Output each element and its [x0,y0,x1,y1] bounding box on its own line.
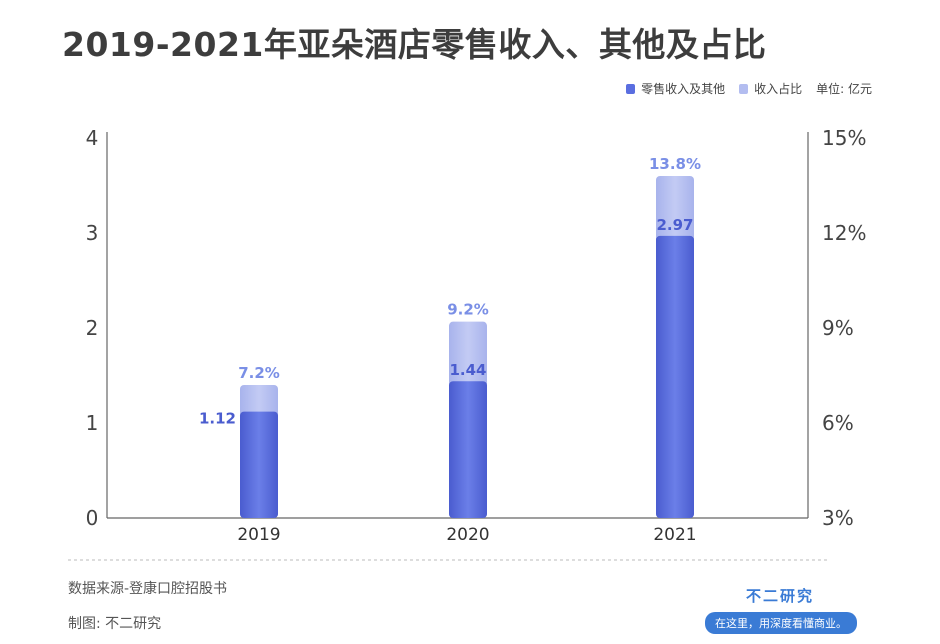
left-tick-label: 0 [86,506,99,530]
brand-slogan: 在这里，用深度看懂商业。 [705,612,857,634]
bar-revenue-2019 [240,411,278,518]
x-tick-label: 2019 [237,525,280,545]
right-tick-label: 15% [822,126,866,150]
brand-name: 不二研究 [745,587,814,605]
legend-item-revenue: 零售收入及其他 [626,80,725,97]
data-source: 数据来源-登康口腔招股书 [68,581,228,597]
legend-swatch-revenue [626,83,636,94]
right-tick-label: 3% [822,506,854,530]
x-tick-label: 2021 [653,525,696,545]
right-tick-label: 9% [822,316,854,340]
chart-title: 2019-2021年亚朵酒店零售收入、其他及占比 [62,25,767,64]
legend-item-share: 收入占比 [739,80,802,97]
legend-swatch-share [739,83,749,94]
bar-revenue-2021 [656,235,694,518]
legend-unit: 单位: 亿元 [816,80,872,97]
revenue-value-label: 1.12 [199,410,236,428]
unit-label: 单位: 亿元 [816,82,872,96]
legend-label-share: 收入占比 [754,82,803,96]
share-value-label: 13.8% [649,155,701,173]
left-tick-label: 4 [86,126,99,150]
revenue-value-label: 1.44 [449,361,486,379]
revenue-value-label: 2.97 [656,216,693,234]
legend: 零售收入及其他 收入占比 单位: 亿元 [612,80,872,97]
brand-block: 不二研究 在这里，用深度看懂商业。 [705,585,857,634]
legend-label-revenue: 零售收入及其他 [641,82,726,96]
bar-revenue-2020 [449,381,487,518]
left-tick-label: 2 [86,316,99,340]
share-value-label: 7.2% [238,364,280,382]
share-value-label: 9.2% [447,301,489,319]
x-tick-label: 2020 [446,525,489,545]
right-tick-label: 6% [822,411,854,435]
right-tick-label: 12% [822,221,866,245]
left-tick-label: 3 [86,221,99,245]
left-tick-label: 1 [86,411,99,435]
chart-author: 制图: 不二研究 [68,616,162,632]
